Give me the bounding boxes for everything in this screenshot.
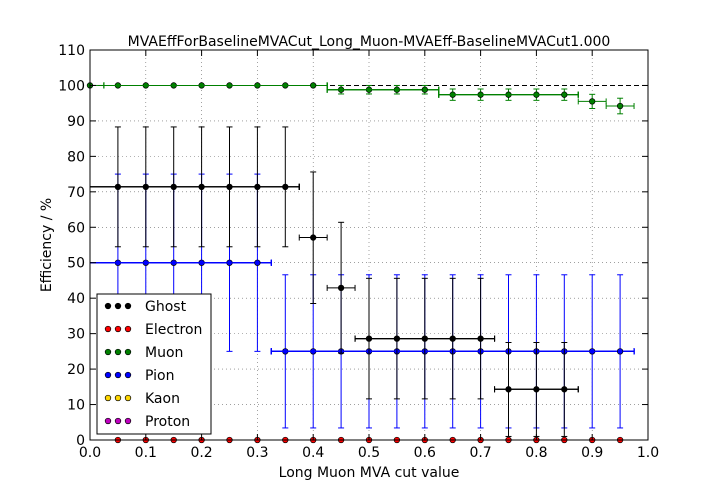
- series-muon: [86, 82, 635, 115]
- data-point: [310, 234, 317, 241]
- x-tick-label: 0.0: [79, 445, 101, 461]
- data-point: [282, 183, 289, 191]
- legend-entry-ghost: Ghost: [104, 299, 187, 315]
- series-ghost: [89, 126, 579, 437]
- x-tick-label: 0.4: [302, 445, 324, 461]
- legend-entry-pion: Pion: [104, 368, 174, 384]
- data-point: [337, 284, 345, 292]
- legend-marker: [114, 417, 122, 425]
- x-tick-label: 0.1: [135, 445, 157, 461]
- x-tick-label: 0.9: [581, 445, 603, 461]
- y-tick-label: 30: [67, 327, 85, 343]
- data-point: [310, 82, 317, 89]
- legend-entry-electron: Electron: [104, 322, 202, 338]
- data-point: [616, 348, 624, 355]
- legend-marker: [104, 325, 112, 333]
- x-tick-label: 0.8: [525, 445, 547, 461]
- x-tick-label: 1.0: [637, 445, 659, 461]
- legend-entry-proton: Proton: [104, 414, 190, 430]
- legend-box: [96, 293, 212, 435]
- legend-marker: [114, 325, 122, 333]
- legend-marker: [124, 302, 132, 310]
- y-tick-label: 80: [67, 149, 85, 165]
- data-point: [561, 386, 568, 393]
- legend-marker: [114, 302, 122, 310]
- y-tick-label: 110: [58, 43, 85, 59]
- y-tick-label: 100: [58, 78, 85, 94]
- x-tick-label: 0.3: [246, 445, 268, 461]
- data-point: [421, 86, 428, 93]
- legend-label: Kaon: [145, 391, 180, 407]
- legend-marker: [124, 394, 132, 402]
- legend: Ghost Electron Muon Pion Kaon Proton: [96, 293, 212, 435]
- legend-marker: [124, 417, 132, 425]
- legend-entry-kaon: Kaon: [104, 391, 180, 407]
- y-axis-title: Efficiency / %: [39, 198, 55, 292]
- data-points-layer: [86, 82, 635, 444]
- data-point: [561, 91, 568, 98]
- legend-marker: [124, 371, 132, 379]
- legend-marker: [104, 302, 112, 310]
- y-tick-label: 70: [67, 185, 85, 201]
- y-tick-label: 0: [76, 433, 85, 449]
- data-point: [254, 259, 261, 266]
- x-tick-label: 0.6: [414, 445, 436, 461]
- chart-title: MVAEffForBaselineMVACut_Long_Muon-MVAEff…: [128, 34, 611, 50]
- legend-marker: [104, 348, 112, 356]
- legend-marker: [104, 394, 112, 402]
- y-tick-label: 20: [67, 362, 85, 378]
- y-tick-label: 50: [67, 256, 85, 272]
- legend-marker: [104, 417, 112, 425]
- legend-label: Proton: [145, 414, 190, 430]
- legend-label: Ghost: [145, 299, 187, 315]
- data-point: [477, 335, 484, 342]
- legend-label: Electron: [145, 322, 202, 338]
- legend-marker: [114, 394, 122, 402]
- legend-marker: [114, 348, 122, 356]
- x-axis-title: Long Muon MVA cut value: [279, 465, 460, 481]
- x-tick-label: 0.2: [190, 445, 212, 461]
- legend-label: Muon: [145, 345, 183, 361]
- y-tick-label: 90: [67, 114, 85, 130]
- legend-label: Pion: [145, 368, 174, 384]
- data-point: [616, 102, 624, 110]
- legend-entry-muon: Muon: [104, 345, 183, 361]
- legend-marker: [124, 348, 132, 356]
- x-tick-label: 0.7: [469, 445, 491, 461]
- data-point: [589, 98, 596, 105]
- axis-ticks: 0.0 0.1 0.2 0.3 0.4 0.5 0.6 0.7 0.8 0.9 1.0 0 10 20 30…: [58, 43, 659, 461]
- y-tick-label: 60: [67, 220, 85, 236]
- y-tick-label: 40: [67, 291, 85, 307]
- legend-marker: [124, 325, 132, 333]
- y-tick-label: 10: [67, 398, 85, 414]
- legend-marker: [114, 371, 122, 379]
- legend-marker: [104, 371, 112, 379]
- x-tick-label: 0.5: [358, 445, 380, 461]
